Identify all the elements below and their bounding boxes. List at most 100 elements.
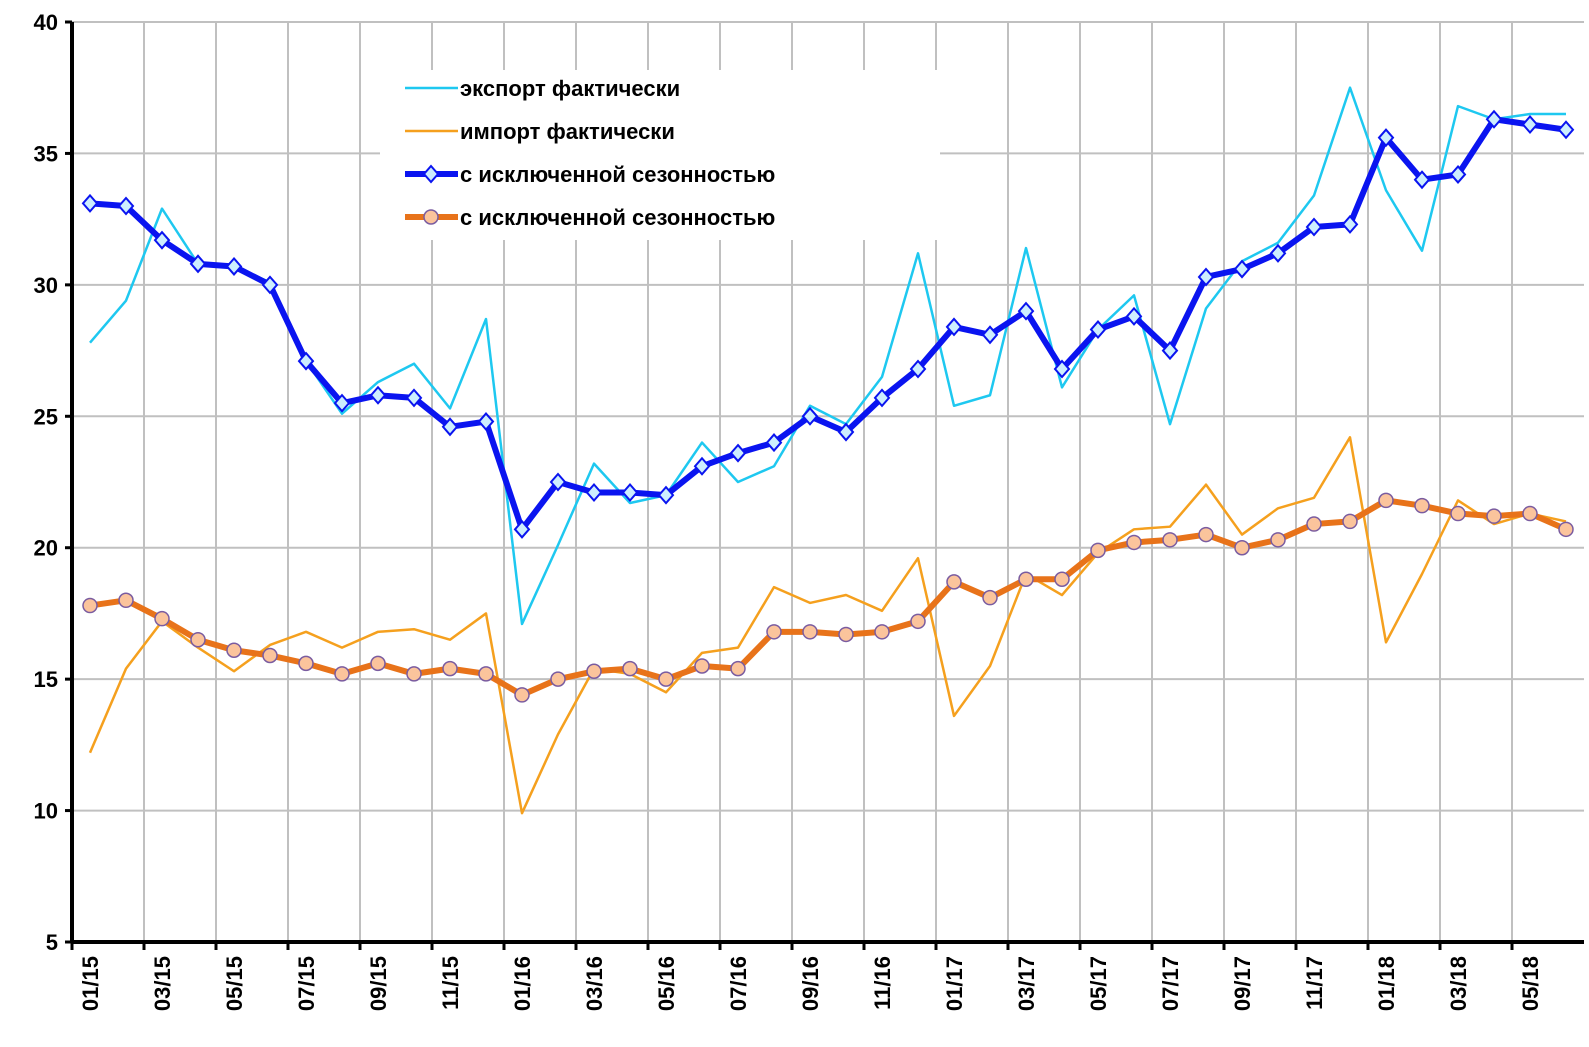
marker-diamond	[477, 412, 495, 432]
x-tick-label: 01/17	[942, 956, 967, 1011]
marker-diamond	[369, 385, 387, 405]
marker-circle	[1162, 532, 1178, 548]
marker-diamond	[1341, 214, 1359, 234]
legend-marker	[423, 209, 439, 225]
x-tick-label: 03/17	[1014, 956, 1039, 1011]
legend-marker	[422, 164, 440, 184]
marker-circle	[118, 592, 134, 609]
y-tick-label: 35	[34, 141, 58, 166]
y-tick-label: 25	[34, 404, 58, 429]
x-tick-label: 07/16	[726, 956, 751, 1011]
marker-circle	[586, 663, 602, 680]
marker-diamond	[1053, 359, 1071, 379]
y-tick-label: 20	[34, 536, 58, 561]
marker-circle	[514, 687, 530, 703]
marker-diamond	[1197, 267, 1215, 287]
marker-diamond	[1305, 217, 1323, 237]
x-tick-label: 05/17	[1086, 956, 1111, 1011]
marker-circle	[658, 671, 674, 687]
marker-diamond	[837, 422, 855, 442]
y-tick-label: 30	[34, 273, 58, 298]
marker-diamond	[1521, 114, 1539, 135]
marker-diamond	[1089, 320, 1107, 340]
x-tick-label: 07/17	[1158, 956, 1183, 1011]
marker-diamond	[873, 388, 891, 408]
y-tick-label: 40	[34, 10, 58, 35]
x-tick-label: 01/15	[78, 956, 103, 1011]
marker-diamond	[189, 254, 207, 274]
x-tick-label: 03/18	[1446, 956, 1471, 1011]
marker-circle	[1054, 571, 1070, 588]
marker-diamond	[1485, 109, 1503, 129]
marker-diamond	[405, 388, 423, 408]
x-tick-label: 09/15	[366, 956, 391, 1011]
marker-circle	[550, 671, 566, 687]
marker-diamond	[1269, 243, 1287, 263]
y-tick-label: 10	[34, 799, 58, 824]
marker-diamond	[1161, 341, 1179, 361]
marker-diamond	[945, 317, 963, 337]
marker-circle	[1522, 505, 1538, 522]
marker-circle	[694, 658, 710, 674]
marker-circle	[190, 631, 206, 648]
x-tick-label: 05/16	[654, 956, 679, 1011]
marker-diamond	[513, 519, 531, 539]
marker-diamond	[1233, 259, 1251, 279]
marker-diamond	[621, 482, 639, 503]
marker-diamond	[801, 406, 819, 426]
legend-label: импорт фактически	[460, 119, 675, 144]
marker-diamond	[1017, 301, 1035, 321]
marker-circle	[802, 624, 818, 640]
marker-circle	[1414, 497, 1430, 514]
marker-diamond	[153, 230, 171, 250]
marker-diamond	[981, 325, 999, 345]
marker-diamond	[657, 485, 675, 505]
marker-circle	[82, 597, 98, 614]
marker-circle	[406, 666, 422, 682]
marker-diamond	[1377, 128, 1395, 148]
marker-circle	[1234, 539, 1250, 556]
x-tick-label: 07/15	[294, 956, 319, 1011]
series-line	[88, 436, 1567, 815]
marker-circle	[154, 610, 170, 627]
marker-circle	[730, 660, 746, 677]
marker-diamond	[585, 482, 603, 503]
marker-diamond	[549, 472, 567, 492]
marker-circle	[298, 655, 314, 672]
legend-label: с исключенной сезонностью	[460, 162, 775, 187]
marker-circle	[1378, 492, 1394, 509]
marker-diamond	[909, 359, 927, 379]
x-tick-label: 11/15	[438, 956, 463, 1010]
marker-circle	[1306, 516, 1322, 532]
marker-diamond	[261, 275, 279, 295]
y-tick-label: 15	[34, 667, 58, 692]
marker-circle	[1342, 513, 1358, 530]
marker-diamond	[693, 456, 711, 476]
marker-diamond	[1125, 306, 1143, 326]
marker-diamond	[117, 196, 135, 216]
x-tick-label: 01/18	[1374, 956, 1399, 1011]
marker-circle	[1126, 534, 1142, 551]
marker-circle	[1090, 542, 1106, 559]
marker-diamond	[765, 433, 783, 453]
marker-circle	[226, 642, 242, 658]
marker-circle	[1486, 508, 1502, 524]
legend-box	[380, 70, 940, 240]
marker-circle	[1018, 571, 1034, 588]
marker-circle	[946, 574, 962, 590]
marker-diamond	[1413, 170, 1431, 190]
marker-diamond	[1449, 164, 1467, 184]
y-tick-label: 5	[46, 930, 58, 955]
marker-circle	[1450, 505, 1466, 522]
marker-circle	[982, 589, 998, 606]
marker-circle	[334, 666, 350, 682]
marker-diamond	[81, 193, 99, 213]
x-tick-label: 05/15	[222, 956, 247, 1011]
marker-diamond	[297, 351, 315, 371]
marker-circle	[1198, 526, 1214, 543]
x-tick-label: 01/16	[510, 956, 535, 1011]
marker-circle	[370, 655, 386, 672]
x-tick-label: 05/18	[1518, 956, 1543, 1011]
marker-circle	[622, 660, 638, 677]
